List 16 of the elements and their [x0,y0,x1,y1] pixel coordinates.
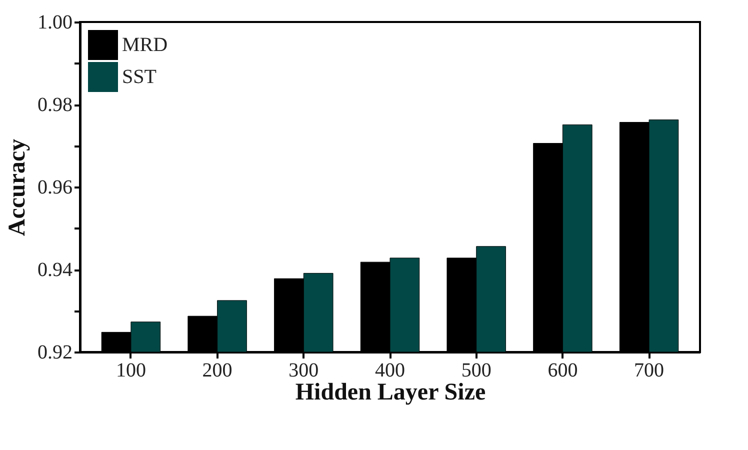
y-tick-label: 1.00 [38,12,72,34]
y-tick-label: 0.94 [38,259,72,281]
y-tick-label: 0.92 [38,342,72,364]
x-tick-label: 400 [375,360,405,382]
y-axis-title: Accuracy [4,138,30,236]
legend-label: SST [122,66,156,88]
y-tick-label: 0.98 [38,94,72,116]
x-tick-label: 200 [202,360,232,382]
x-tick-label: 500 [461,360,492,382]
x-tick-label: 100 [116,360,146,382]
x-tick-label: 700 [634,360,664,382]
x-axis-title: Hidden Layer Size [295,380,486,406]
x-tick-label: 300 [288,360,319,382]
legend-label: MRD [122,34,168,56]
y-tick-label: 0.96 [38,176,72,198]
x-tick-label: 600 [548,360,578,382]
